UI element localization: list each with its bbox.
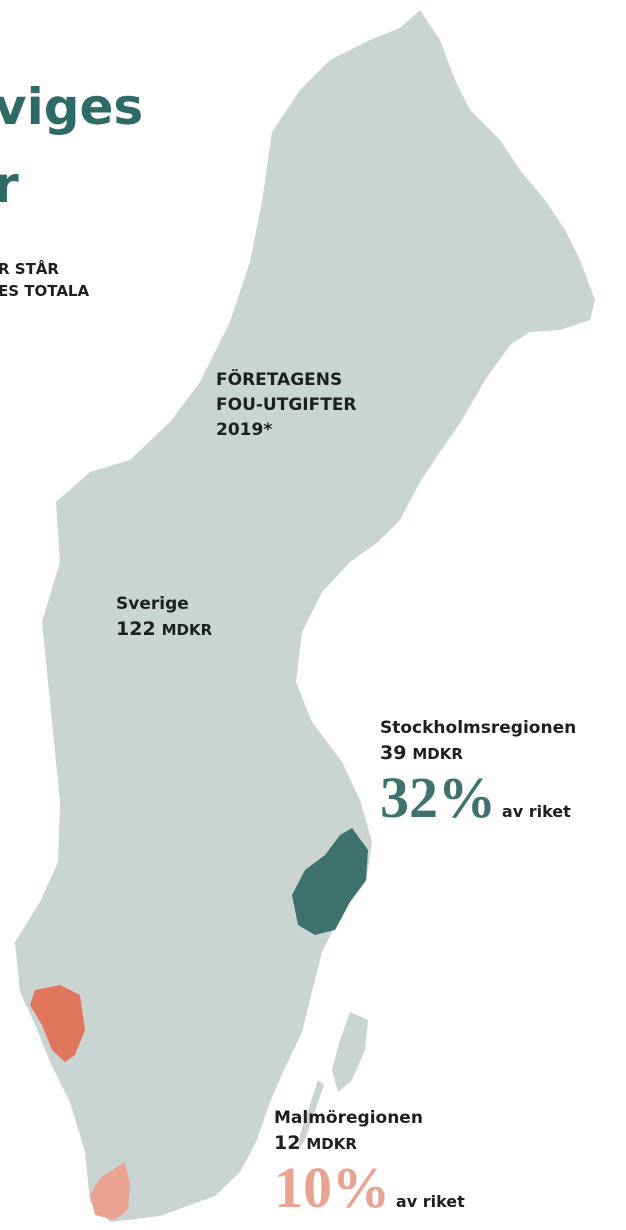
region-share-label: av riket <box>501 802 571 821</box>
national-label: Sverige 122 MDKR <box>116 592 212 643</box>
map-label: FÖRETAGENS FOU-UTGIFTER 2019* <box>216 368 357 443</box>
region-share-label: av riket <box>395 1192 465 1211</box>
subtitle-line: R STÅR <box>0 260 59 278</box>
national-name: Sverige <box>116 594 189 614</box>
title-line: viges <box>0 78 144 136</box>
subtitle-line: ES TOTALA <box>0 282 90 300</box>
region-share: 10% <box>274 1155 390 1220</box>
region-unit: MDKR <box>306 1135 357 1153</box>
region-name: Stockholmsregionen <box>380 718 577 738</box>
stockholm-region <box>292 828 368 935</box>
region-share: 32% <box>380 765 496 830</box>
region-unit: MDKR <box>412 745 463 763</box>
gotland <box>332 1012 368 1092</box>
region-label: Stockholmsregionen 39 MDKR 32% av riket <box>380 716 576 827</box>
map-label-line: FÖRETAGENS <box>216 370 343 390</box>
gothenburg-region <box>30 985 85 1062</box>
map-label-line: 2019* <box>216 420 273 440</box>
region-amount: 12 <box>274 1132 301 1154</box>
region-label: Malmöregionen 12 MDKR 10% av riket <box>274 1106 465 1217</box>
sweden <box>15 10 595 1222</box>
title-line: r <box>0 156 19 214</box>
region-name: Malmöregionen <box>274 1108 423 1128</box>
malmo-region <box>90 1162 130 1220</box>
region-amount: 39 <box>380 742 407 764</box>
national-unit: MDKR <box>161 621 213 639</box>
oland <box>298 1080 324 1150</box>
national-amount: 122 <box>116 618 156 640</box>
map-label-line: FOU-UTGIFTER <box>216 395 357 415</box>
